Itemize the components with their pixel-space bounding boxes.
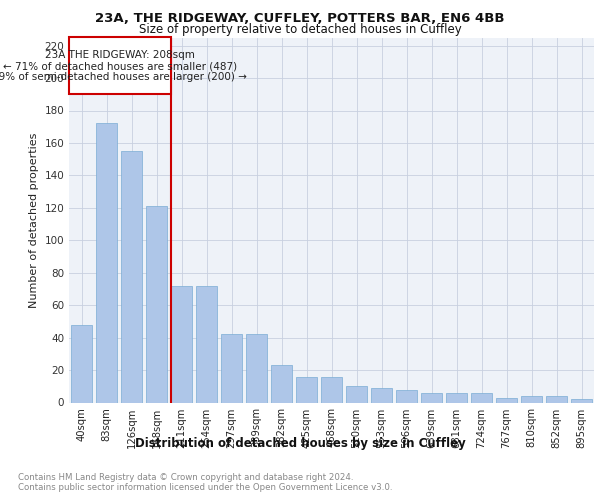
Text: Size of property relative to detached houses in Cuffley: Size of property relative to detached ho… bbox=[139, 24, 461, 36]
Bar bbox=[371, 388, 392, 402]
Bar bbox=[496, 398, 517, 402]
Text: Contains public sector information licensed under the Open Government Licence v3: Contains public sector information licen… bbox=[18, 482, 392, 492]
Bar bbox=[471, 393, 492, 402]
Bar bbox=[246, 334, 267, 402]
Bar bbox=[546, 396, 567, 402]
Bar bbox=[271, 365, 292, 403]
Text: Contains HM Land Registry data © Crown copyright and database right 2024.: Contains HM Land Registry data © Crown c… bbox=[18, 472, 353, 482]
Bar bbox=[146, 206, 167, 402]
Bar bbox=[196, 286, 217, 403]
Bar bbox=[96, 124, 117, 402]
Y-axis label: Number of detached properties: Number of detached properties bbox=[29, 132, 39, 308]
Bar bbox=[171, 286, 192, 403]
Bar bbox=[71, 324, 92, 402]
Bar bbox=[221, 334, 242, 402]
Bar bbox=[296, 376, 317, 402]
Bar bbox=[321, 376, 342, 402]
Bar bbox=[396, 390, 417, 402]
Text: Distribution of detached houses by size in Cuffley: Distribution of detached houses by size … bbox=[134, 438, 466, 450]
Text: ← 71% of detached houses are smaller (487): ← 71% of detached houses are smaller (48… bbox=[3, 61, 237, 71]
Bar bbox=[571, 400, 592, 402]
Bar bbox=[121, 151, 142, 403]
Bar bbox=[521, 396, 542, 402]
Bar bbox=[346, 386, 367, 402]
Bar bbox=[69, 38, 171, 94]
Bar bbox=[446, 393, 467, 402]
Text: 23A, THE RIDGEWAY, CUFFLEY, POTTERS BAR, EN6 4BB: 23A, THE RIDGEWAY, CUFFLEY, POTTERS BAR,… bbox=[95, 12, 505, 26]
Bar bbox=[421, 393, 442, 402]
Text: 23A THE RIDGEWAY: 208sqm: 23A THE RIDGEWAY: 208sqm bbox=[45, 50, 195, 60]
Text: 29% of semi-detached houses are larger (200) →: 29% of semi-detached houses are larger (… bbox=[0, 72, 247, 82]
